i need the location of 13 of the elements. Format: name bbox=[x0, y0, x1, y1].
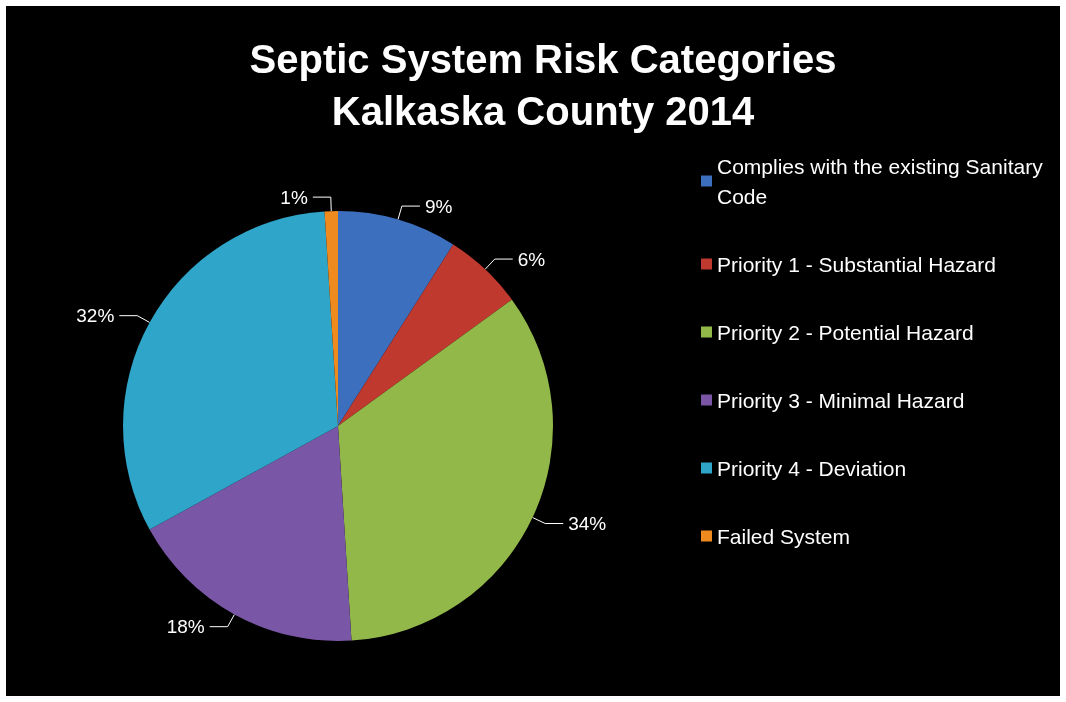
legend-label: Priority 2 - Potential Hazard bbox=[717, 320, 974, 344]
legend-label: Complies with the existing Sanitary Code bbox=[717, 154, 1049, 208]
data-label: 32% bbox=[76, 305, 115, 327]
legend-label: Failed System bbox=[717, 524, 851, 548]
data-label: 18% bbox=[166, 616, 205, 638]
legend-label: Priority 4 - Deviation bbox=[717, 456, 907, 480]
data-label: 9% bbox=[424, 195, 453, 217]
data-label: 1% bbox=[280, 186, 308, 208]
data-label: 6% bbox=[517, 248, 546, 270]
legend-label: Priority 1 - Substantial Hazard bbox=[717, 252, 996, 276]
chart-title: Septic System Risk Categories Kalkaska County 2014 bbox=[249, 37, 837, 133]
legend-label: Priority 3 - Minimal Hazard bbox=[717, 388, 965, 412]
data-label: 34% bbox=[568, 513, 607, 534]
